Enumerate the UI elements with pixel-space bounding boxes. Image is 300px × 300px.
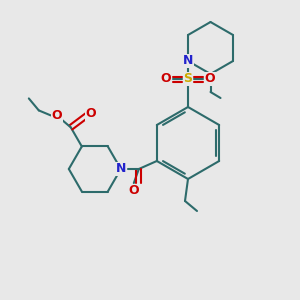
Text: O: O [205, 73, 215, 85]
Text: O: O [128, 184, 139, 197]
Text: O: O [85, 107, 96, 120]
Text: N: N [116, 163, 126, 176]
Text: N: N [183, 55, 193, 68]
Text: N: N [116, 163, 126, 176]
Text: N: N [183, 55, 193, 68]
Text: O: O [52, 109, 62, 122]
Text: O: O [161, 73, 171, 85]
Text: S: S [184, 73, 193, 85]
